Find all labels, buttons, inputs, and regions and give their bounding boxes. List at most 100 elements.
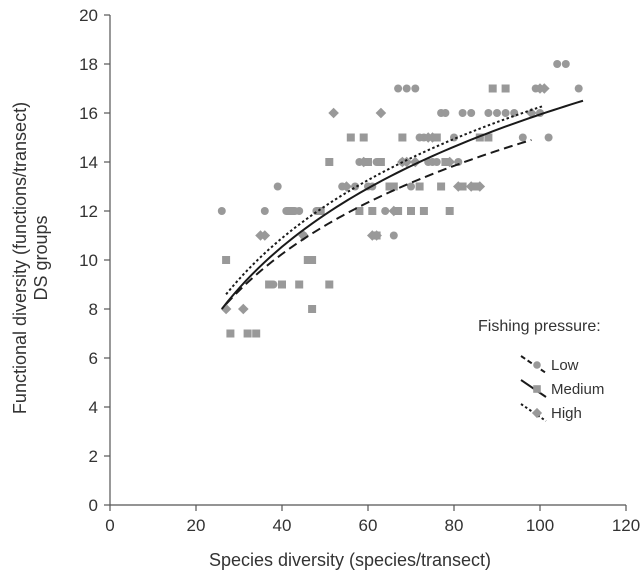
fit-line-high <box>225 104 545 295</box>
legend-title: Fishing pressure: <box>478 318 601 335</box>
legend-marker-high <box>531 407 543 419</box>
legend: Fishing pressure: Low Medium High <box>478 318 604 422</box>
data-point-low <box>217 207 226 215</box>
data-point-medium <box>286 207 295 215</box>
data-point-medium <box>295 280 304 289</box>
y-tick-label: 0 <box>89 496 98 515</box>
data-point-medium <box>415 182 424 191</box>
data-point-medium <box>484 133 493 142</box>
data-point-medium <box>325 158 334 166</box>
data-point-low <box>458 109 467 117</box>
y-tick-label: 16 <box>79 104 98 123</box>
data-point-low <box>501 109 510 117</box>
data-point-low <box>273 182 282 191</box>
legend-label-low: Low <box>551 357 579 374</box>
data-point-high <box>388 205 400 217</box>
data-point-low <box>402 84 411 93</box>
y-tick-label: 2 <box>89 447 98 466</box>
data-point-medium <box>278 280 286 289</box>
x-tick-label: 20 <box>187 516 206 535</box>
legend-line-low <box>520 355 547 374</box>
x-tick-label: 100 <box>526 516 554 535</box>
data-point-low <box>467 109 476 117</box>
data-point-high <box>474 181 486 192</box>
data-point-low <box>518 133 527 142</box>
fit-line-low <box>225 138 532 305</box>
y-tick-label: 14 <box>79 153 98 172</box>
data-point-high <box>220 303 232 315</box>
data-point-low <box>441 109 450 117</box>
data-point-medium <box>243 329 252 338</box>
data-point-medium <box>252 329 261 338</box>
data-point-high <box>328 107 339 119</box>
x-tick-label: 0 <box>105 516 114 535</box>
y-axis-title-line2: DS groups <box>31 215 51 300</box>
y-tick-label: 10 <box>79 251 98 270</box>
data-point-medium <box>501 84 510 93</box>
data-point-low <box>574 84 583 93</box>
data-point-medium <box>398 133 407 142</box>
data-point-low <box>407 182 415 191</box>
data-point-medium <box>437 182 446 191</box>
y-tick-label: 12 <box>79 202 98 221</box>
data-point-high <box>358 156 369 168</box>
data-point-low <box>561 60 570 68</box>
x-axis-title: Species diversity (species/transect) <box>209 550 491 570</box>
data-point-medium <box>407 207 415 215</box>
data-point-high <box>427 132 438 143</box>
legend-label-high: High <box>551 405 582 422</box>
data-point-low <box>493 109 501 117</box>
x-tick-label: 120 <box>612 516 640 535</box>
legend-entries: Low Medium High <box>520 355 604 422</box>
axes: 0 20 40 60 80 100 120 0 2 4 6 8 10 12 14 16 18 20 <box>79 6 640 535</box>
data-point-medium <box>222 256 231 264</box>
data-points <box>217 60 583 338</box>
data-point-medium <box>308 305 317 313</box>
data-point-medium <box>488 84 497 93</box>
data-point-low <box>484 109 493 117</box>
data-point-high <box>539 83 550 94</box>
y-tick-label: 6 <box>89 349 98 368</box>
data-point-low <box>394 84 403 93</box>
data-point-high <box>375 107 387 119</box>
data-point-low <box>295 207 304 215</box>
data-point-low <box>553 60 562 68</box>
data-point-medium <box>303 256 312 264</box>
x-tick-label: 60 <box>359 516 378 535</box>
data-point-medium <box>376 158 385 166</box>
data-point-medium <box>419 207 428 215</box>
data-point-low <box>381 207 390 215</box>
x-tick-label: 40 <box>273 516 292 535</box>
legend-marker-medium <box>533 385 541 393</box>
data-point-medium <box>385 182 394 191</box>
data-point-medium <box>445 207 454 215</box>
data-point-medium <box>355 207 364 215</box>
data-point-medium <box>325 280 334 289</box>
data-point-low <box>544 133 553 142</box>
data-point-high <box>465 181 477 192</box>
data-point-low <box>389 231 398 240</box>
data-point-high <box>371 230 382 241</box>
data-point-medium <box>475 133 484 142</box>
data-point-high <box>259 230 271 241</box>
y-tick-label: 8 <box>89 300 98 319</box>
data-point-medium <box>265 280 274 289</box>
x-tick-label: 80 <box>445 516 464 535</box>
data-point-medium <box>359 133 368 142</box>
data-point-low <box>432 158 441 166</box>
y-tick-label: 20 <box>79 6 98 25</box>
data-point-medium <box>316 207 325 215</box>
legend-marker-low <box>533 361 541 369</box>
data-point-medium <box>389 182 398 191</box>
trend-lines <box>221 99 584 310</box>
fit-line-medium <box>221 99 584 310</box>
data-point-high <box>444 156 455 168</box>
data-point-high <box>341 181 352 192</box>
data-point-low <box>411 84 420 93</box>
y-axis-title: Functional diversity (functions/transect… <box>10 102 30 414</box>
data-point-medium <box>308 256 317 264</box>
y-tick-label: 18 <box>79 55 98 74</box>
data-point-medium <box>346 133 355 142</box>
data-point-low <box>260 207 269 215</box>
